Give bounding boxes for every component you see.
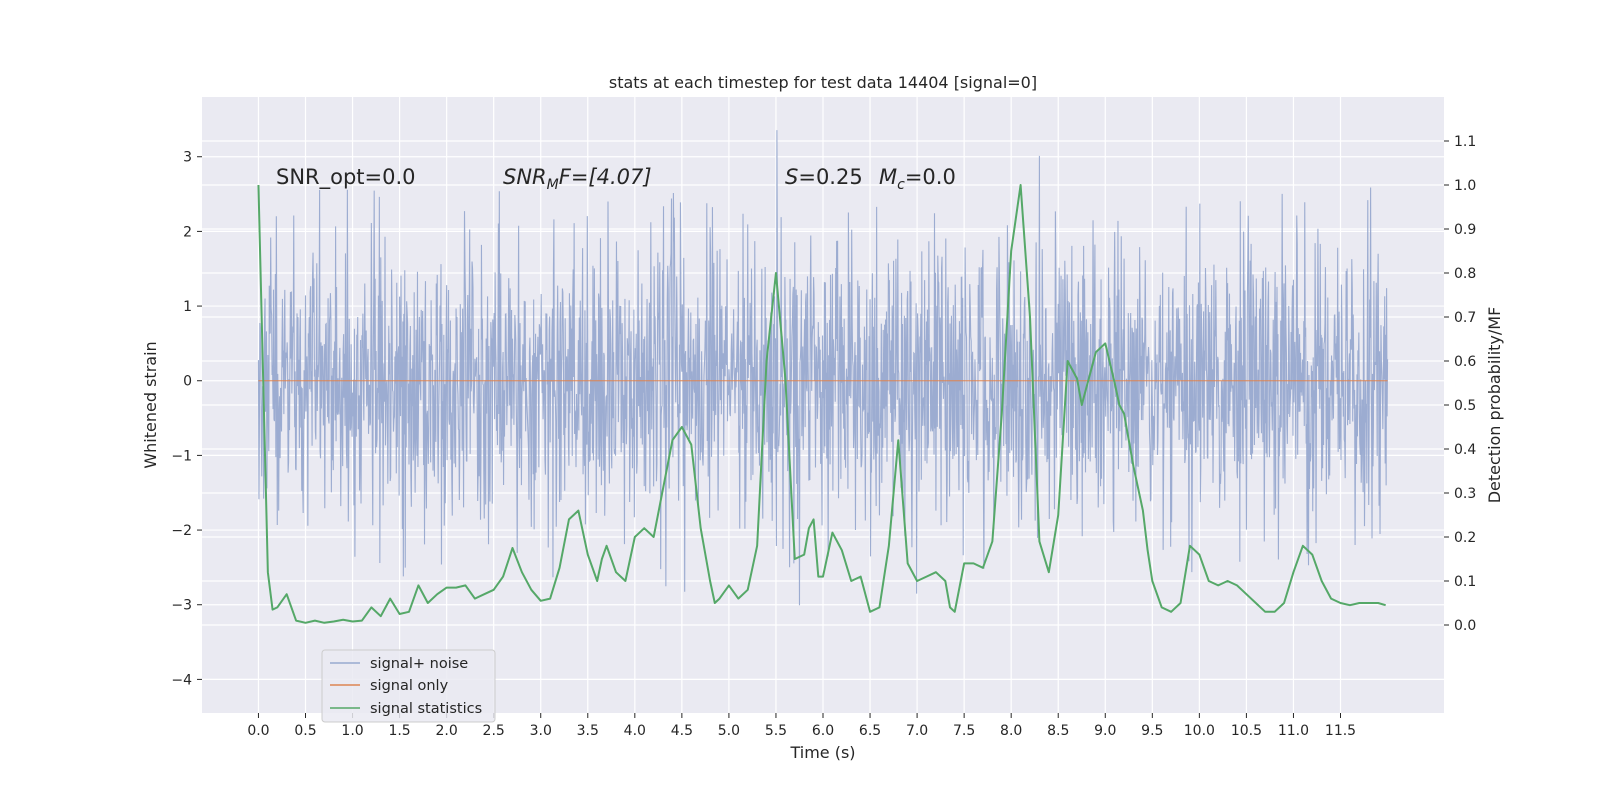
series-signal-noise xyxy=(257,130,1389,606)
annotation-mc-sub: c xyxy=(897,177,905,193)
signal-statistics-line xyxy=(257,184,1386,624)
x-tick-label: 0.5 xyxy=(294,723,316,739)
x-tick-label: 9.5 xyxy=(1141,723,1163,739)
x-tick-label: 8.5 xyxy=(1047,723,1069,739)
x-tick-label: 6.5 xyxy=(859,723,881,739)
x-tick-label: 10.0 xyxy=(1184,723,1215,739)
y-axis-label-right: Detection probability/MF xyxy=(1485,307,1504,504)
annotation-mc: Mc=0.0 xyxy=(879,165,956,193)
y-left-tick-label: −4 xyxy=(171,672,192,688)
y-left-tick-label: −1 xyxy=(171,448,192,464)
x-tick-label: 2.5 xyxy=(483,723,505,739)
x-tick-label: 4.5 xyxy=(671,723,693,739)
x-tick-label: 4.0 xyxy=(624,723,646,739)
legend-box xyxy=(321,649,496,723)
annotation-s-value: =0.25 xyxy=(798,165,862,189)
x-tick-label: 8.0 xyxy=(1000,723,1022,739)
annotations: SNR_opt=0.0 SNRMF=[4.07] S=0.25 Mc=0.0 xyxy=(276,165,956,193)
y-right-tick-label: 0.5 xyxy=(1454,398,1476,414)
noise-trace xyxy=(257,130,1389,606)
legend: signal+ noise signal only signal statist… xyxy=(321,649,496,723)
x-tick-label: 7.0 xyxy=(906,723,928,739)
y-axis-label-left: Whitened strain xyxy=(141,341,160,468)
y-right-tick-label: 0.9 xyxy=(1454,222,1476,238)
annotation-snr-mf-prefix: SNR xyxy=(503,165,547,189)
y-left-tick-label: −2 xyxy=(171,523,192,539)
x-tick-label: 5.5 xyxy=(765,723,787,739)
x-tick-label: 11.0 xyxy=(1278,723,1309,739)
x-tick-label: 2.0 xyxy=(436,723,458,739)
annotation-snr-mf-rest: F=[4.07] xyxy=(559,165,652,189)
annotation-mc-value: =0.0 xyxy=(905,165,956,189)
y-right-tick-label: 0.2 xyxy=(1454,530,1476,546)
x-tick-label: 1.5 xyxy=(388,723,410,739)
legend-label-signal-statistics: signal statistics xyxy=(370,701,482,717)
y-left-tick-label: −3 xyxy=(171,598,192,614)
y-right-tick-label: 0.7 xyxy=(1454,310,1476,326)
y-right-tick-label: 0.4 xyxy=(1454,442,1476,458)
x-tick-label: 3.0 xyxy=(530,723,552,739)
x-tick-label: 9.0 xyxy=(1094,723,1116,739)
x-tick-label: 0.0 xyxy=(247,723,269,739)
chart-title: stats at each timestep for test data 144… xyxy=(609,73,1037,92)
legend-label-signal-only: signal only xyxy=(370,678,449,694)
x-tick-label: 6.0 xyxy=(812,723,834,739)
annotation-snr-mf: SNRMF=[4.07] xyxy=(503,165,652,193)
x-tick-label: 10.5 xyxy=(1231,723,1262,739)
x-tick-label: 11.5 xyxy=(1325,723,1356,739)
legend-label-signal-noise: signal+ noise xyxy=(370,656,468,672)
x-tick-label: 1.0 xyxy=(341,723,363,739)
y-left-tick-label: 3 xyxy=(183,150,192,166)
annotation-mc-label: M xyxy=(879,165,897,189)
x-axis-label: Time (s) xyxy=(789,743,855,762)
annotation-s-label: S xyxy=(785,165,798,189)
y-left-tick-label: 2 xyxy=(183,224,192,240)
y-left-tick-label: 1 xyxy=(183,299,192,315)
y-right-tick-label: 0.8 xyxy=(1454,266,1476,282)
y-right-tick-label: 1.1 xyxy=(1454,134,1476,150)
x-tick-label: 5.0 xyxy=(718,723,740,739)
series-signal-statistics xyxy=(257,184,1386,624)
x-tick-label: 7.5 xyxy=(953,723,975,739)
tick-labels: 0.0 0.5 1.0 1.5 2.0 2.5 3.0 3.5 4.0 4.5 5.0 5.5 6.0 6… xyxy=(171,134,1476,739)
y-right-tick-label: 1.0 xyxy=(1454,178,1476,194)
y-right-tick-label: 0.6 xyxy=(1454,354,1476,370)
x-tick-label: 3.5 xyxy=(577,723,599,739)
annotation-snr-opt: SNR_opt=0.0 xyxy=(276,165,416,190)
y-left-tick-label: 0 xyxy=(183,374,192,390)
annotation-s: S=0.25 xyxy=(785,165,863,189)
y-right-tick-label: 0.1 xyxy=(1454,574,1476,590)
y-right-tick-label: 0.3 xyxy=(1454,486,1476,502)
annotation-snr-mf-sub: M xyxy=(547,177,559,193)
y-right-tick-label: 0.0 xyxy=(1454,618,1476,634)
